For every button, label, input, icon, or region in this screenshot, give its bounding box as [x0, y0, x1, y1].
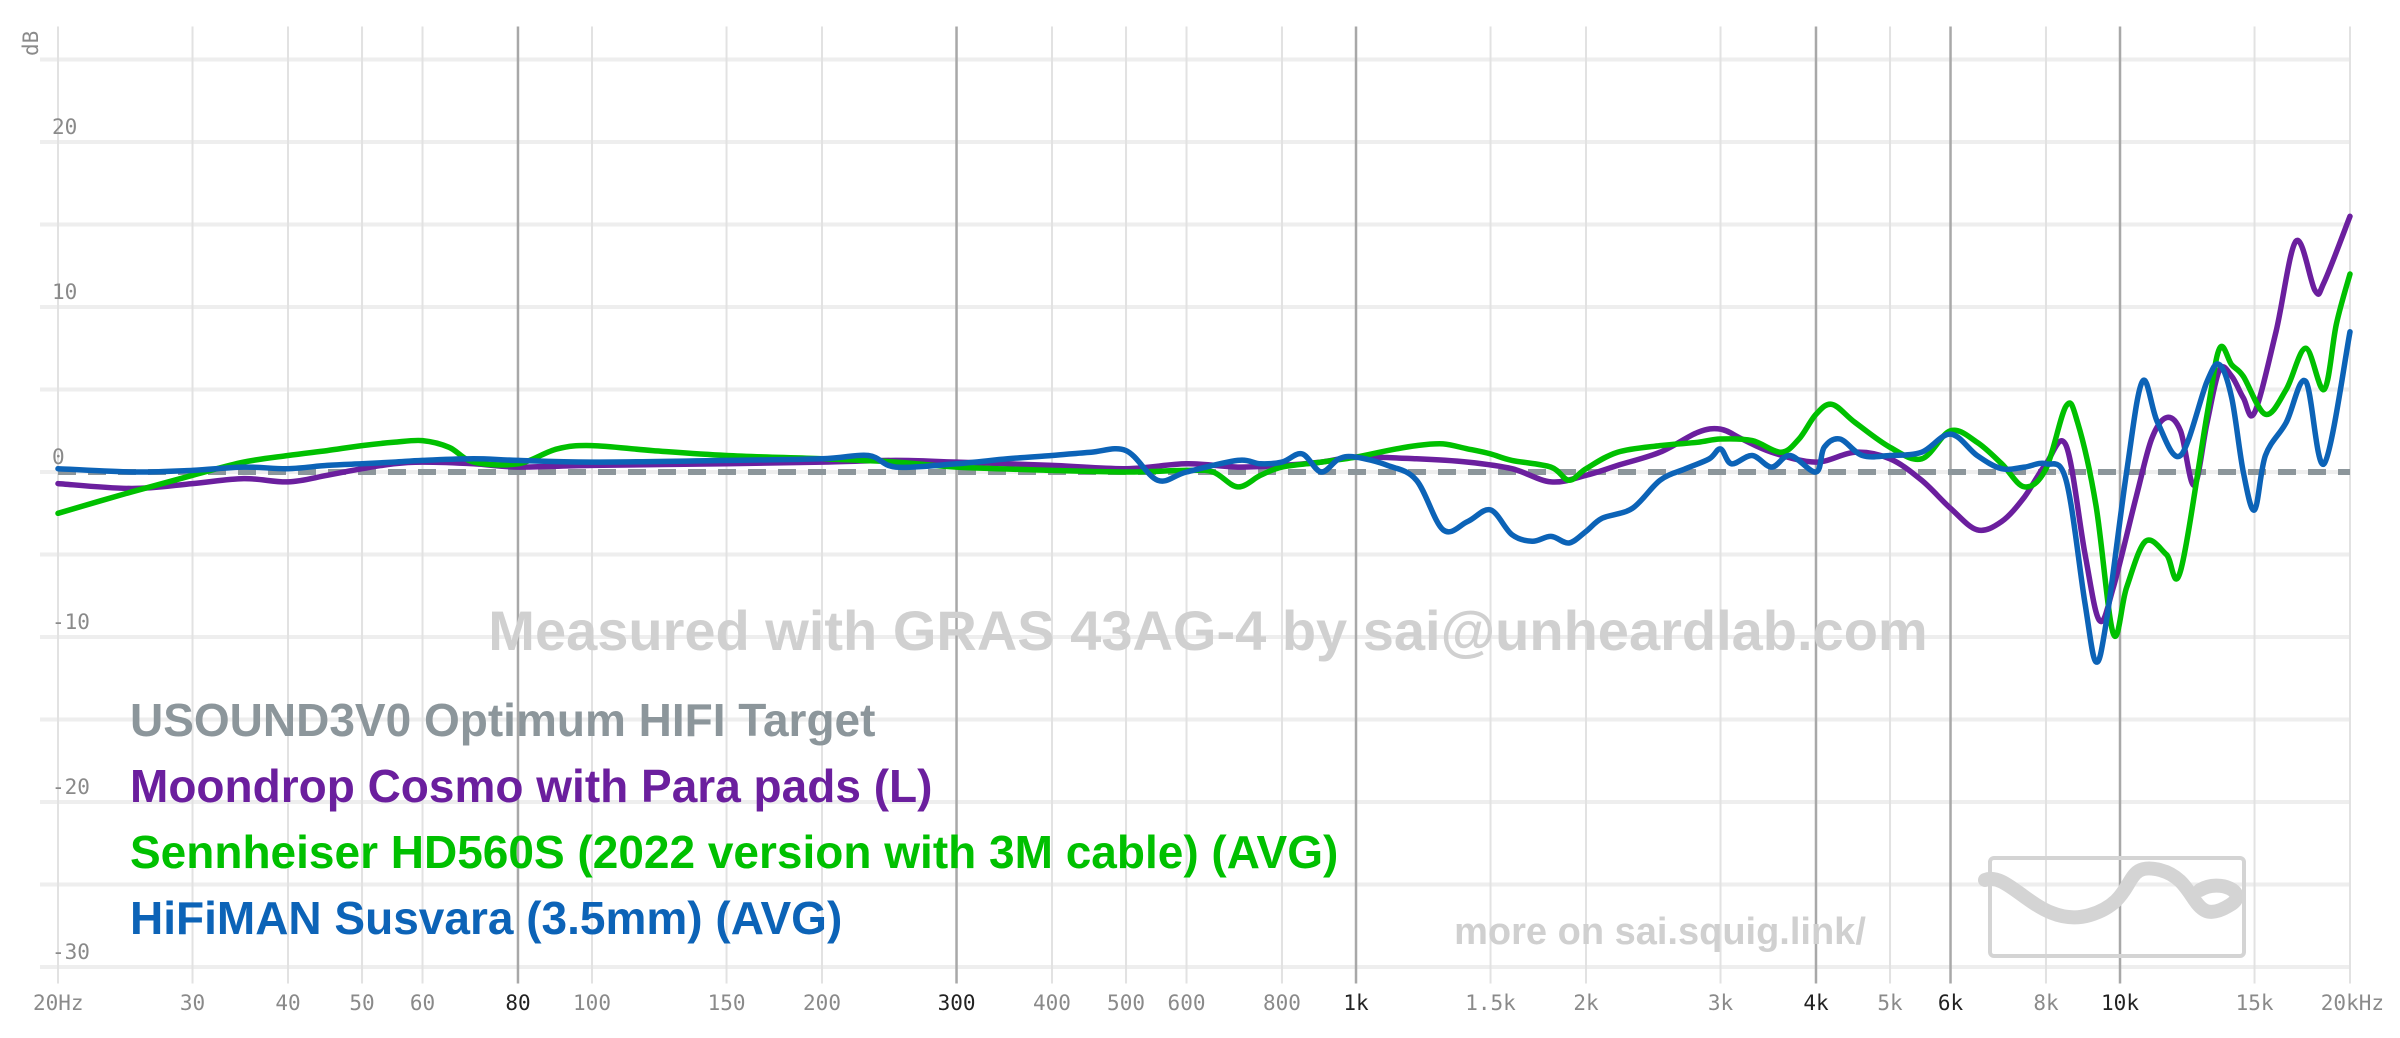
- y-tick-label: -20: [52, 775, 90, 799]
- x-tick-label: 40: [275, 991, 300, 1015]
- x-tick-label: 2k: [1573, 991, 1599, 1015]
- squig-logo: [1978, 856, 2246, 958]
- legend-entry-2: Sennheiser HD560S (2022 version with 3M …: [130, 826, 1338, 878]
- x-tick-label: 400: [1033, 991, 1071, 1015]
- x-tick-label: 4k: [1803, 991, 1829, 1015]
- x-tick-label: 50: [349, 991, 374, 1015]
- x-tick-label: 150: [708, 991, 746, 1015]
- x-tick-labels: 20Hz 30 40 50 60 80 100 150 200 300 400 500 600 800 1k…: [33, 991, 2384, 1015]
- x-tick-label: 20kHz: [2321, 991, 2384, 1015]
- series-line-3: [55, 329, 2353, 665]
- series-line-1: [55, 213, 2353, 625]
- x-tick-label: 1.5k: [1465, 991, 1516, 1015]
- x-tick-label: 15k: [2236, 991, 2274, 1015]
- legend-entry-3: HiFiMAN Susvara (3.5mm) (AVG): [130, 892, 842, 944]
- y-tick-label: -10: [52, 610, 90, 634]
- legend: USOUND3V0 Optimum HIFI Target Moondrop Co…: [130, 694, 1338, 944]
- watermark-more-on: more on sai.squig.link/: [1454, 911, 1866, 953]
- y-tick-label: 0: [52, 445, 65, 469]
- x-tick-label: 3k: [1708, 991, 1734, 1015]
- x-tick-label: 60: [410, 991, 435, 1015]
- y-tick-label: -30: [52, 940, 90, 964]
- x-tick-label: 1k: [1343, 991, 1369, 1015]
- x-tick-label: 80: [505, 991, 530, 1015]
- x-tick-label: 200: [803, 991, 841, 1015]
- legend-entry-0: USOUND3V0 Optimum HIFI Target: [130, 694, 875, 746]
- y-tick-label: 20: [52, 115, 77, 139]
- legend-entry-1: Moondrop Cosmo with Para pads (L): [130, 760, 932, 812]
- grid: [40, 26, 2351, 984]
- x-tick-label: 800: [1263, 991, 1301, 1015]
- x-tick-label: 300: [938, 991, 976, 1015]
- x-tick-label: 5k: [1877, 991, 1903, 1015]
- y-axis-label: dB: [19, 31, 43, 56]
- y-tick-label: 10: [52, 280, 77, 304]
- series-line-2: [55, 271, 2353, 640]
- watermark-measured-with: Measured with GRAS 43AG-4 by sai@unheard…: [488, 599, 1927, 662]
- x-tick-label: 20Hz: [33, 991, 84, 1015]
- x-tick-label: 600: [1168, 991, 1206, 1015]
- series-lines: [55, 213, 2353, 665]
- x-tick-label: 100: [573, 991, 611, 1015]
- x-tick-label: 8k: [2033, 991, 2059, 1015]
- y-tick-labels: 20 10 0 -10 -20 -30: [52, 115, 90, 964]
- x-tick-label: 30: [180, 991, 205, 1015]
- x-tick-label: 6k: [1938, 991, 1964, 1015]
- x-tick-label: 500: [1107, 991, 1145, 1015]
- x-tick-label: 10k: [2101, 991, 2139, 1015]
